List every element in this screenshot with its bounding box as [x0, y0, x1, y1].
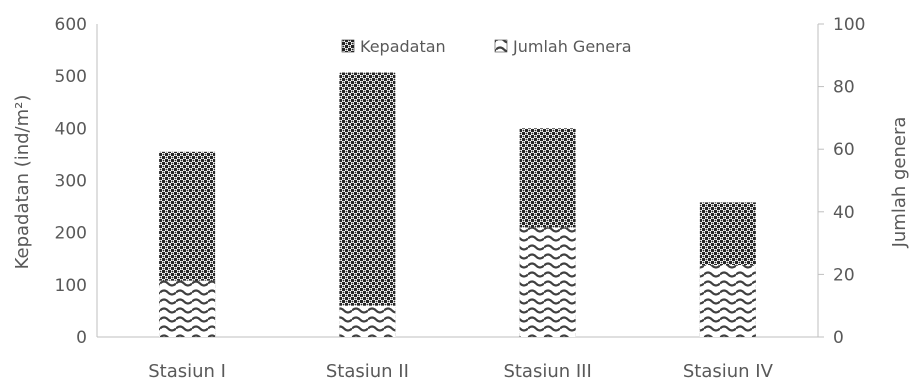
y-tick-label: 600	[55, 15, 87, 35]
y-tick-label: 100	[55, 276, 87, 296]
bar-jumlah-genera	[339, 305, 396, 337]
y-tick-label: 400	[55, 119, 87, 139]
plot-area: 0 100 200 300 400 500 600 0 20 40 60 80 100 Stasiun I…	[55, 15, 866, 382]
bar-kepadatan	[339, 72, 396, 337]
x-category-label: Stasiun II	[326, 361, 409, 382]
y2-tick-label: 100	[833, 15, 865, 35]
bar-jumlah-genera	[159, 280, 216, 337]
y-tick-label: 500	[55, 67, 87, 87]
legend-swatch-jumlah-genera	[494, 39, 508, 53]
y2-tick-label: 20	[833, 265, 855, 285]
y2-tick-label: 80	[833, 78, 855, 98]
legend-label-jumlah-genera: Jumlah Genera	[512, 37, 632, 56]
y-tick-label: 300	[55, 172, 87, 192]
y2-tick-label: 60	[833, 140, 855, 160]
y2-axis-title: Jumlah genera	[889, 117, 910, 249]
x-category-label: Stasiun I	[148, 361, 226, 382]
legend-swatch-kepadatan	[341, 39, 355, 53]
y2-tick-label: 40	[833, 203, 855, 223]
y2-tick-label: 0	[833, 328, 844, 348]
y-tick-label: 0	[76, 328, 87, 348]
legend-label-kepadatan: Kepadatan	[360, 37, 446, 56]
x-category-label: Stasiun IV	[683, 361, 774, 382]
bar-jumlah-genera	[519, 227, 576, 337]
legend: Kepadatan Jumlah Genera	[341, 37, 632, 56]
bar-jumlah-genera	[699, 265, 756, 337]
x-category-label: Stasiun III	[503, 361, 591, 382]
y-axis-title: Kepadatan (ind/m²)	[12, 95, 33, 270]
y-tick-label: 200	[55, 224, 87, 244]
